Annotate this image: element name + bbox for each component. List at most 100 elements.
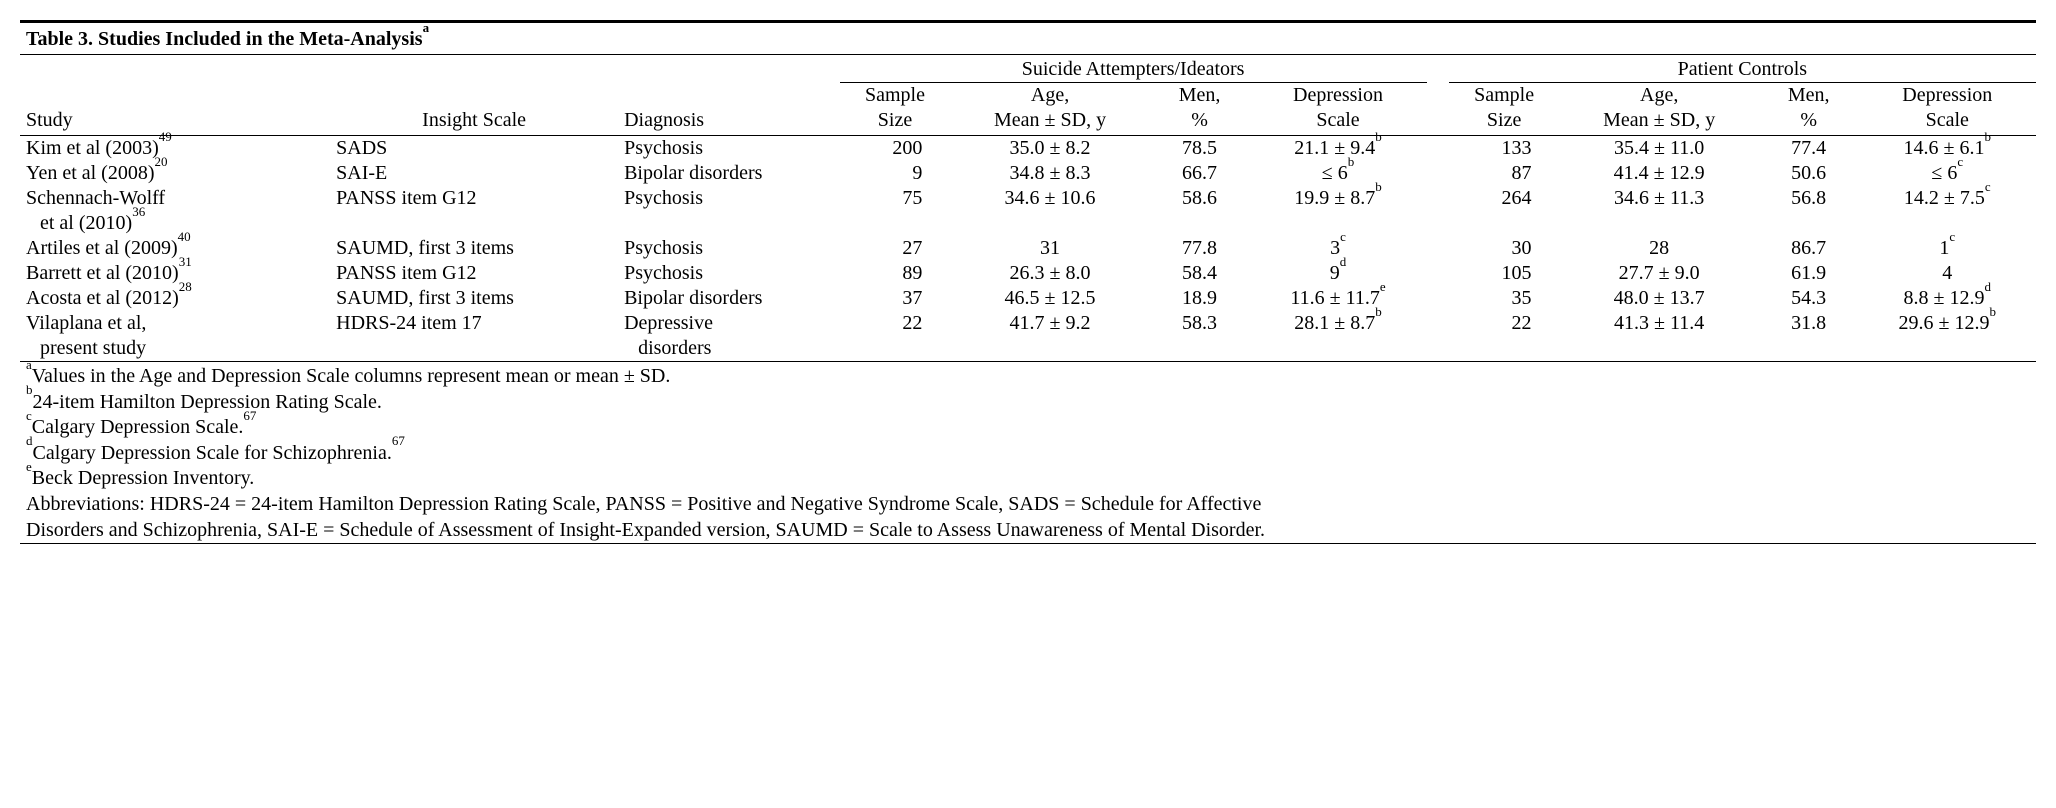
- cell-sa-men: 18.9: [1150, 286, 1250, 311]
- cell-insight: SAI-E: [330, 161, 618, 186]
- cell-sa-n: 37: [840, 286, 951, 311]
- cell-pc-dep: 29.6 ± 12.9b: [1859, 311, 2036, 362]
- cell-sa-men: 58.6: [1150, 186, 1250, 236]
- cell-pc-men: 56.8: [1759, 186, 1859, 236]
- col-sa-dep: DepressionScale: [1249, 83, 1426, 136]
- cell-study: Kim et al (2003)49: [20, 136, 330, 162]
- col-sa-men: Men,%: [1150, 83, 1250, 136]
- cell-pc-age: 41.3 ± 11.4: [1559, 311, 1758, 362]
- cell-sa-men: 58.4: [1150, 261, 1250, 286]
- cell-diagnosis: Depressivedisorders: [618, 311, 840, 362]
- cell-diagnosis: Psychosis: [618, 136, 840, 162]
- cell-sa-age: 35.0 ± 8.2: [950, 136, 1149, 162]
- cell-diagnosis: Psychosis: [618, 186, 840, 236]
- cell-sa-age: 34.6 ± 10.6: [950, 186, 1149, 236]
- cell-sa-men: 77.8: [1150, 236, 1250, 261]
- title-text: Table 3. Studies Included in the Meta-An…: [26, 28, 423, 50]
- table-row: Schennach-Wolffet al (2010)36PANSS item …: [20, 186, 2036, 236]
- col-pc-age: Age,Mean ± SD, y: [1559, 83, 1758, 136]
- col-pc-dep: DepressionScale: [1859, 83, 2036, 136]
- cell-pc-age: 48.0 ± 13.7: [1559, 286, 1758, 311]
- cell-pc-n: 87: [1449, 161, 1560, 186]
- table-3: Table 3. Studies Included in the Meta-An…: [20, 20, 2036, 544]
- cell-diagnosis: Bipolar disorders: [618, 286, 840, 311]
- cell-sa-dep: 9d: [1249, 261, 1426, 286]
- col-insight: Insight Scale: [330, 83, 618, 136]
- cell-sa-men: 58.3: [1150, 311, 1250, 362]
- cell-sa-age: 46.5 ± 12.5: [950, 286, 1149, 311]
- cell-pc-age: 35.4 ± 11.0: [1559, 136, 1758, 162]
- cell-sa-n: 27: [840, 236, 951, 261]
- col-sa-sample: SampleSize: [840, 83, 951, 136]
- cell-pc-men: 77.4: [1759, 136, 1859, 162]
- cell-pc-n: 35: [1449, 286, 1560, 311]
- table-row: Vilaplana et al,present studyHDRS-24 ite…: [20, 311, 2036, 362]
- cell-pc-n: 133: [1449, 136, 1560, 162]
- cell-sa-dep: 19.9 ± 8.7b: [1249, 186, 1426, 236]
- cell-insight: HDRS-24 item 17: [330, 311, 618, 362]
- table-row: Yen et al (2008)20SAI-EBipolar disorders…: [20, 161, 2036, 186]
- cell-sa-age: 41.7 ± 9.2: [950, 311, 1149, 362]
- col-diagnosis: Diagnosis: [618, 83, 840, 136]
- cell-pc-men: 86.7: [1759, 236, 1859, 261]
- cell-pc-dep: 1c: [1859, 236, 2036, 261]
- cell-pc-n: 264: [1449, 186, 1560, 236]
- col-pc-men: Men,%: [1759, 83, 1859, 136]
- table-row: Barrett et al (2010)31PANSS item G12Psyc…: [20, 261, 2036, 286]
- cell-sa-n: 75: [840, 186, 951, 236]
- title-sup: a: [423, 20, 430, 35]
- cell-pc-age: 41.4 ± 12.9: [1559, 161, 1758, 186]
- cell-pc-dep: 4: [1859, 261, 2036, 286]
- cell-pc-men: 50.6: [1759, 161, 1859, 186]
- table-title: Table 3. Studies Included in the Meta-An…: [20, 22, 2036, 55]
- cell-sa-dep: 21.1 ± 9.4b: [1249, 136, 1426, 162]
- cell-pc-n: 105: [1449, 261, 1560, 286]
- cell-pc-dep: 8.8 ± 12.9d: [1859, 286, 2036, 311]
- cell-sa-dep: 28.1 ± 8.7b: [1249, 311, 1426, 362]
- cell-pc-dep: ≤ 6c: [1859, 161, 2036, 186]
- cell-study: Schennach-Wolffet al (2010)36: [20, 186, 330, 236]
- group-header-pc: Patient Controls: [1449, 55, 2036, 83]
- cell-pc-men: 61.9: [1759, 261, 1859, 286]
- cell-diagnosis: Psychosis: [618, 236, 840, 261]
- col-study: Study: [20, 83, 330, 136]
- cell-pc-age: 28: [1559, 236, 1758, 261]
- cell-insight: PANSS item G12: [330, 261, 618, 286]
- col-pc-sample: SampleSize: [1449, 83, 1560, 136]
- cell-sa-n: 200: [840, 136, 951, 162]
- cell-insight: SADS: [330, 136, 618, 162]
- table-row: Kim et al (2003)49SADSPsychosis20035.0 ±…: [20, 136, 2036, 162]
- cell-pc-dep: 14.6 ± 6.1b: [1859, 136, 2036, 162]
- cell-study: Artiles et al (2009)40: [20, 236, 330, 261]
- col-sa-age: Age,Mean ± SD, y: [950, 83, 1149, 136]
- cell-pc-age: 34.6 ± 11.3: [1559, 186, 1758, 236]
- cell-sa-n: 9: [840, 161, 951, 186]
- cell-sa-dep: 11.6 ± 11.7e: [1249, 286, 1426, 311]
- cell-insight: SAUMD, first 3 items: [330, 286, 618, 311]
- studies-table: Table 3. Studies Included in the Meta-An…: [20, 20, 2036, 544]
- cell-study: Yen et al (2008)20: [20, 161, 330, 186]
- group-header-sa: Suicide Attempters/Ideators: [840, 55, 1427, 83]
- cell-study: Vilaplana et al,present study: [20, 311, 330, 362]
- cell-pc-dep: 14.2 ± 7.5c: [1859, 186, 2036, 236]
- table-row: Artiles et al (2009)40SAUMD, first 3 ite…: [20, 236, 2036, 261]
- cell-pc-men: 31.8: [1759, 311, 1859, 362]
- cell-pc-men: 54.3: [1759, 286, 1859, 311]
- cell-insight: SAUMD, first 3 items: [330, 236, 618, 261]
- cell-sa-age: 26.3 ± 8.0: [950, 261, 1149, 286]
- cell-pc-n: 30: [1449, 236, 1560, 261]
- cell-pc-age: 27.7 ± 9.0: [1559, 261, 1758, 286]
- cell-diagnosis: Bipolar disorders: [618, 161, 840, 186]
- cell-study: Barrett et al (2010)31: [20, 261, 330, 286]
- table-row: Acosta et al (2012)28SAUMD, first 3 item…: [20, 286, 2036, 311]
- cell-sa-n: 89: [840, 261, 951, 286]
- cell-sa-men: 66.7: [1150, 161, 1250, 186]
- footnotes: aValues in the Age and Depression Scale …: [20, 362, 2036, 544]
- cell-study: Acosta et al (2012)28: [20, 286, 330, 311]
- cell-sa-men: 78.5: [1150, 136, 1250, 162]
- cell-sa-dep: 3c: [1249, 236, 1426, 261]
- cell-pc-n: 22: [1449, 311, 1560, 362]
- cell-sa-age: 31: [950, 236, 1149, 261]
- cell-diagnosis: Psychosis: [618, 261, 840, 286]
- cell-sa-dep: ≤ 6b: [1249, 161, 1426, 186]
